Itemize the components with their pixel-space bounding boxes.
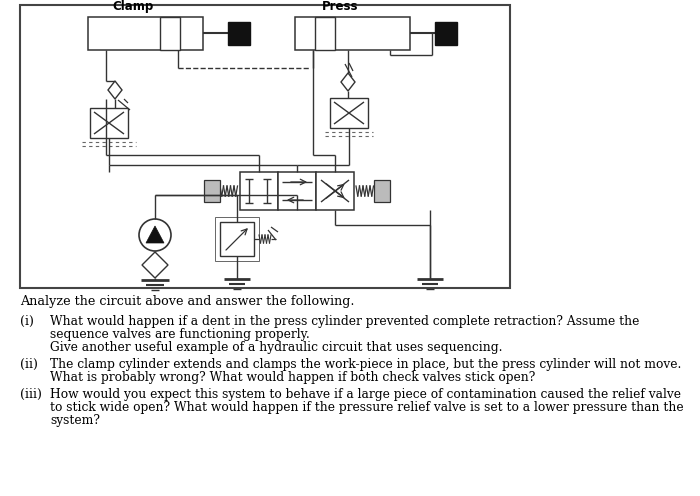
Bar <box>90 108 128 138</box>
Bar <box>20 5 510 288</box>
Text: to stick wide open? What would happen if the pressure relief valve is set to a l: to stick wide open? What would happen if… <box>50 401 684 414</box>
Bar <box>88 17 203 50</box>
Text: Clamp: Clamp <box>113 0 153 13</box>
Polygon shape <box>108 81 122 99</box>
Text: (ii): (ii) <box>20 358 38 371</box>
Bar <box>435 22 457 45</box>
Bar <box>374 180 390 202</box>
Polygon shape <box>341 73 355 91</box>
Text: The clamp cylinder extends and clamps the work-piece in place, but the press cyl: The clamp cylinder extends and clamps th… <box>50 358 681 371</box>
Bar <box>204 180 220 202</box>
Text: How would you expect this system to behave if a large piece of contamination cau: How would you expect this system to beha… <box>50 388 681 401</box>
Text: Press: Press <box>322 0 358 13</box>
Text: (i): (i) <box>20 315 34 328</box>
Text: What would happen if a dent in the press cylinder prevented complete retraction?: What would happen if a dent in the press… <box>50 315 639 328</box>
Bar <box>160 17 180 50</box>
Bar <box>316 172 354 210</box>
Text: system?: system? <box>50 414 100 427</box>
Bar <box>240 172 278 210</box>
Bar <box>330 98 368 128</box>
Text: Analyze the circuit above and answer the following.: Analyze the circuit above and answer the… <box>20 295 354 308</box>
Bar <box>315 17 335 50</box>
Text: sequence valves are functioning properly.: sequence valves are functioning properly… <box>50 328 309 341</box>
Bar <box>215 217 259 261</box>
Bar <box>220 222 254 256</box>
Bar <box>278 172 316 210</box>
Bar <box>295 17 410 50</box>
Polygon shape <box>146 226 164 243</box>
Bar <box>228 22 250 45</box>
Polygon shape <box>142 252 168 278</box>
Text: What is probably wrong? What would happen if both check valves stick open?: What is probably wrong? What would happe… <box>50 371 536 384</box>
Circle shape <box>139 219 171 251</box>
Text: (iii): (iii) <box>20 388 42 401</box>
Text: Give another useful example of a hydraulic circuit that uses sequencing.: Give another useful example of a hydraul… <box>50 341 503 354</box>
